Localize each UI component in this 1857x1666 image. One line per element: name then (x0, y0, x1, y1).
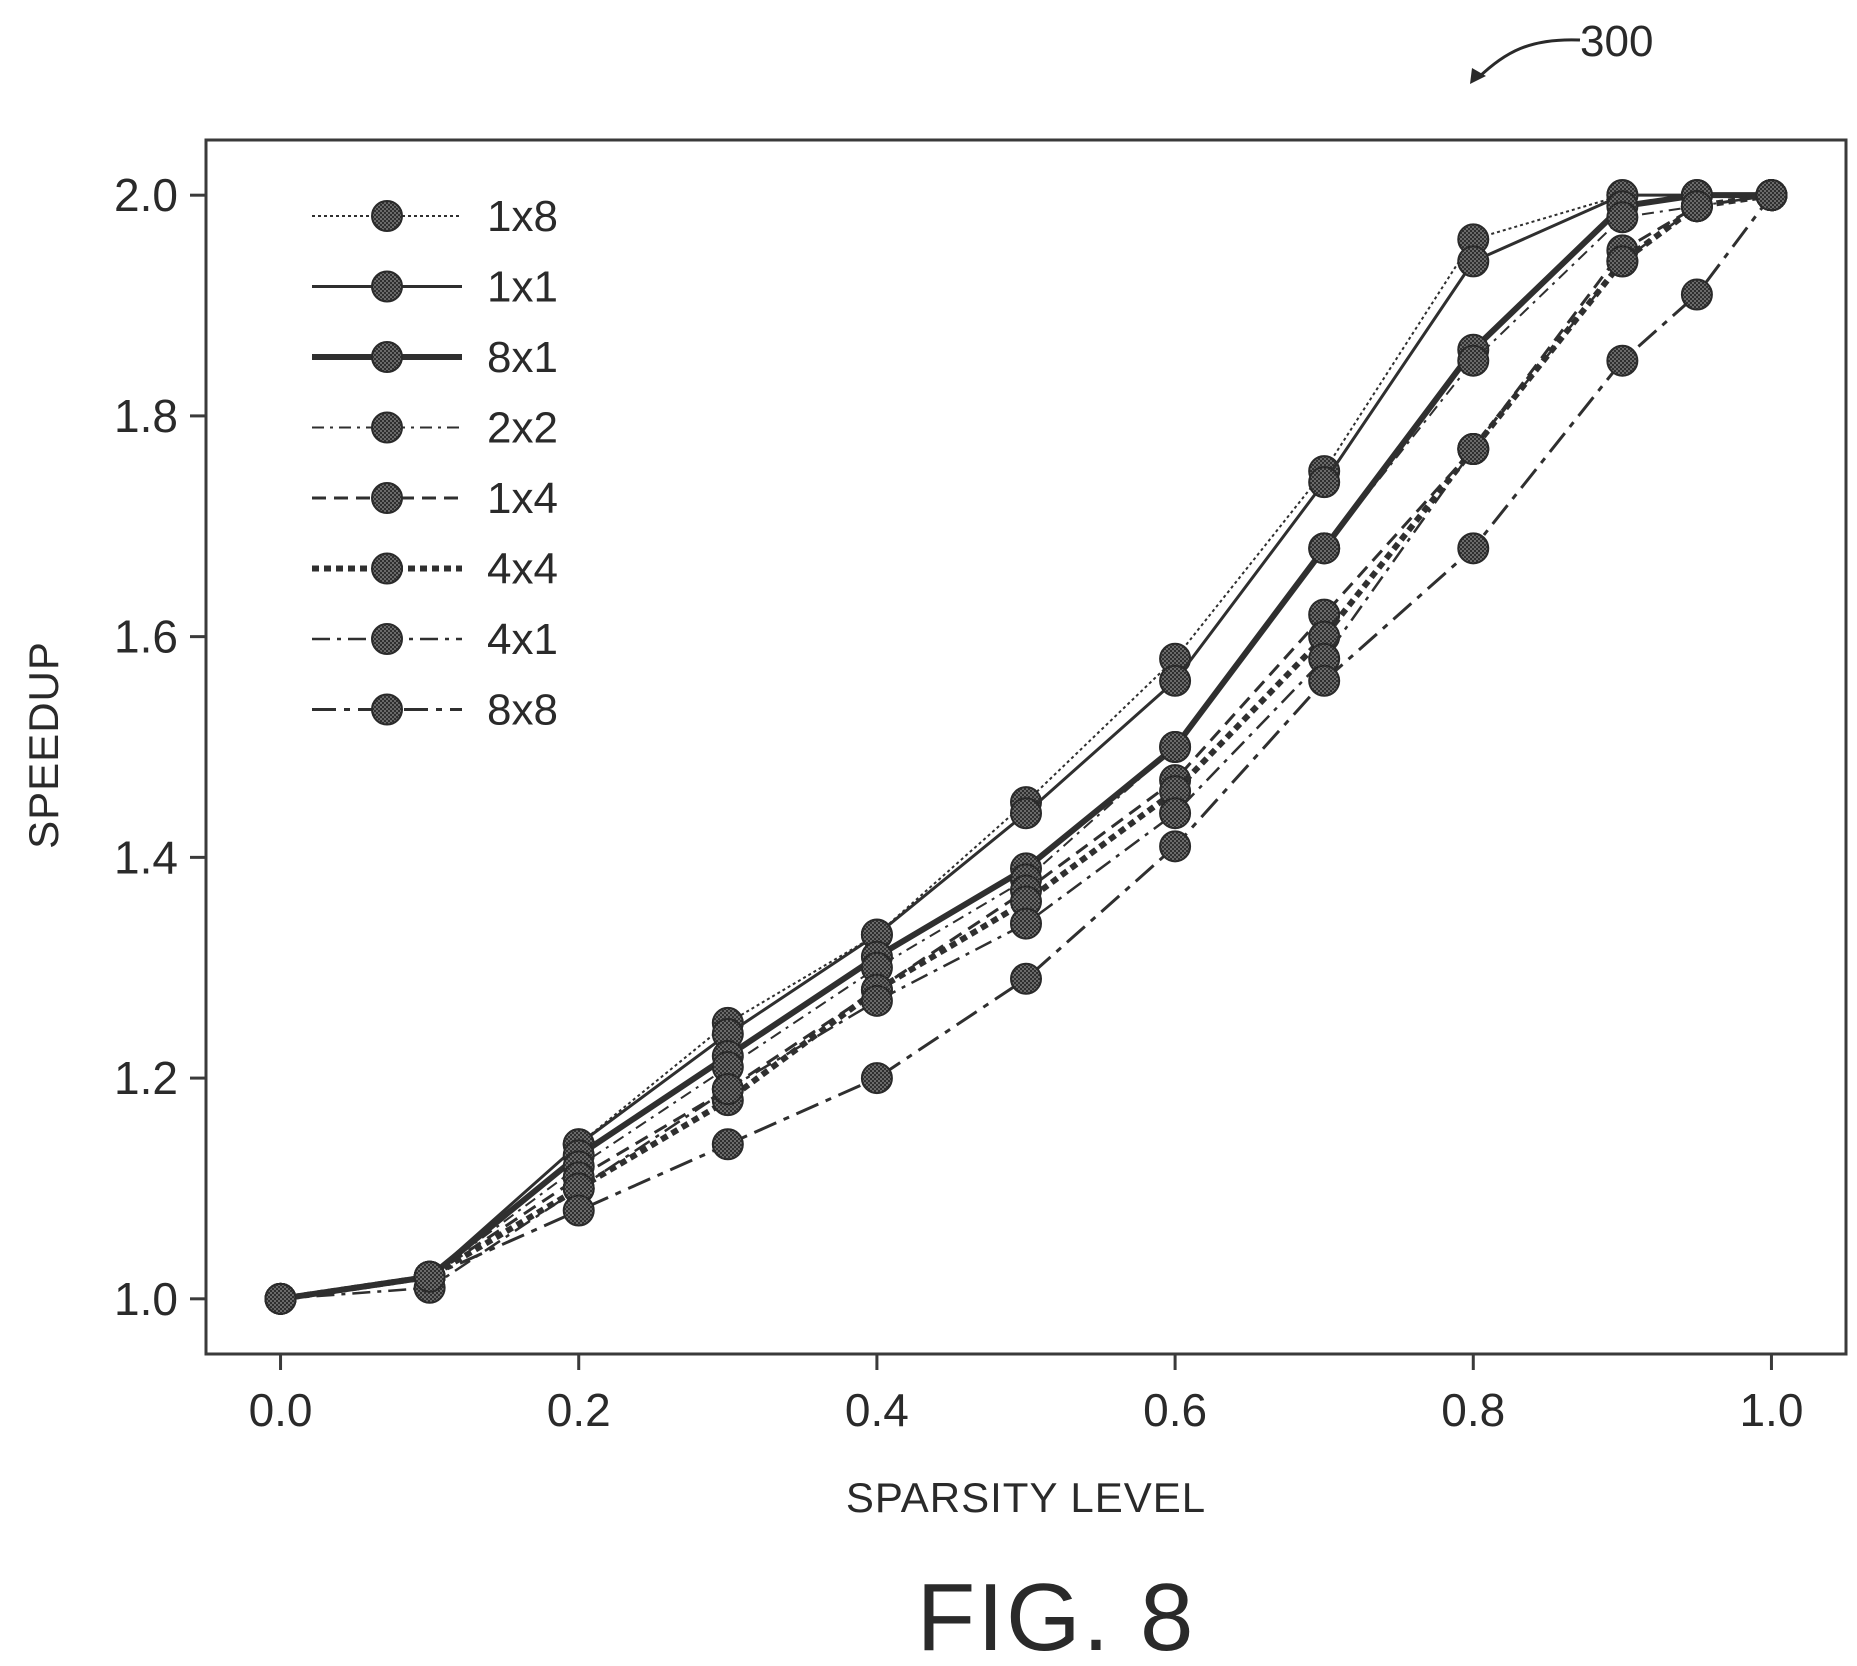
x-tick-label: 0.8 (1441, 1384, 1505, 1436)
legend-label: 1x8 (487, 192, 558, 241)
data-point (1308, 664, 1341, 697)
data-point (1606, 245, 1639, 278)
reference-leader-arrow (1476, 38, 1581, 80)
legend-marker (371, 482, 403, 514)
x-tick-label: 0.4 (845, 1384, 909, 1436)
x-tick-label: 1.0 (1739, 1384, 1803, 1436)
data-point (1606, 201, 1639, 234)
data-point (1755, 179, 1788, 212)
legend-marker (371, 623, 403, 655)
x-axis-label: SPARSITY LEVEL (846, 1474, 1206, 1521)
data-point (1457, 245, 1490, 278)
legend-label: 8x1 (487, 333, 558, 382)
y-axis-label: SPEEDUP (20, 641, 67, 849)
data-point (1010, 907, 1042, 940)
legend-item: 1x4 (312, 474, 558, 523)
series-line (280, 193, 1772, 1301)
data-point (1159, 830, 1192, 863)
plot-frame (204, 138, 1848, 1356)
legend-label: 1x1 (487, 263, 558, 312)
y-tick-label: 2.0 (114, 169, 178, 221)
legend-marker (371, 200, 403, 232)
data-point (562, 1194, 595, 1227)
data-point (860, 984, 893, 1017)
data-point (1010, 797, 1042, 830)
legend-label: 4x4 (487, 545, 558, 594)
data-point (711, 1128, 744, 1161)
reference-numeral: 300 (1470, 17, 1653, 84)
data-point (1680, 278, 1713, 311)
series-8x8 (264, 179, 1788, 1315)
legend-label: 1x4 (487, 474, 558, 523)
data-point (1159, 731, 1192, 763)
series-line (280, 192, 1772, 1302)
data-point (413, 1260, 446, 1293)
legend-marker (371, 270, 403, 303)
plot-area (264, 179, 1788, 1315)
x-tick-label: 0.2 (547, 1384, 611, 1436)
data-point (1010, 962, 1042, 995)
legend-marker (371, 341, 403, 373)
x-tick-label: 0.0 (249, 1384, 313, 1436)
legend-marker (371, 552, 403, 585)
legend-item: 2x2 (312, 404, 558, 453)
data-point (1457, 344, 1490, 377)
legend-label: 2x2 (487, 404, 558, 453)
legend-item: 8x8 (312, 686, 558, 735)
data-point (1159, 797, 1192, 830)
y-axis: 1.0 1.2 1.4 1.6 1.8 2.0 (114, 169, 206, 1325)
y-tick-label: 1.4 (114, 831, 178, 883)
legend-item: 4x1 (312, 615, 558, 664)
legend-item: 1x1 (312, 263, 558, 312)
data-point (264, 1282, 297, 1315)
series-line (280, 194, 1773, 1301)
legend-label: 4x1 (487, 615, 558, 664)
arrow-head-icon (1470, 68, 1486, 84)
data-point (860, 1062, 893, 1095)
data-point (1457, 433, 1490, 466)
data-point (1308, 532, 1341, 565)
y-tick-label: 1.2 (114, 1052, 178, 1104)
reference-number: 300 (1580, 17, 1653, 66)
data-point (1457, 532, 1490, 565)
series-4x1 (264, 179, 1788, 1315)
legend-item: 8x1 (312, 333, 558, 382)
figure-caption: FIG. 8 (917, 1564, 1196, 1666)
legend-label: 8x8 (487, 686, 558, 735)
data-point (1680, 190, 1713, 223)
legend-marker (371, 693, 403, 726)
data-point (1308, 466, 1341, 499)
y-tick-label: 1.6 (114, 611, 178, 663)
legend-item: 1x8 (312, 192, 558, 241)
x-axis: 0.0 0.2 0.4 0.6 0.8 1.0 (249, 1354, 1803, 1436)
legend-item: 4x4 (312, 545, 558, 594)
series-line (280, 193, 1772, 1301)
legend-marker (371, 411, 403, 444)
y-tick-label: 1.0 (114, 1273, 178, 1325)
x-tick-label: 0.6 (1143, 1384, 1207, 1436)
data-point (711, 1073, 744, 1106)
legend: 1x8 1x1 8x1 2x2 1x4 4x4 4x1 8x8 (312, 192, 558, 735)
data-point (1606, 344, 1639, 377)
y-tick-label: 1.8 (114, 390, 178, 442)
data-point (1159, 664, 1192, 697)
